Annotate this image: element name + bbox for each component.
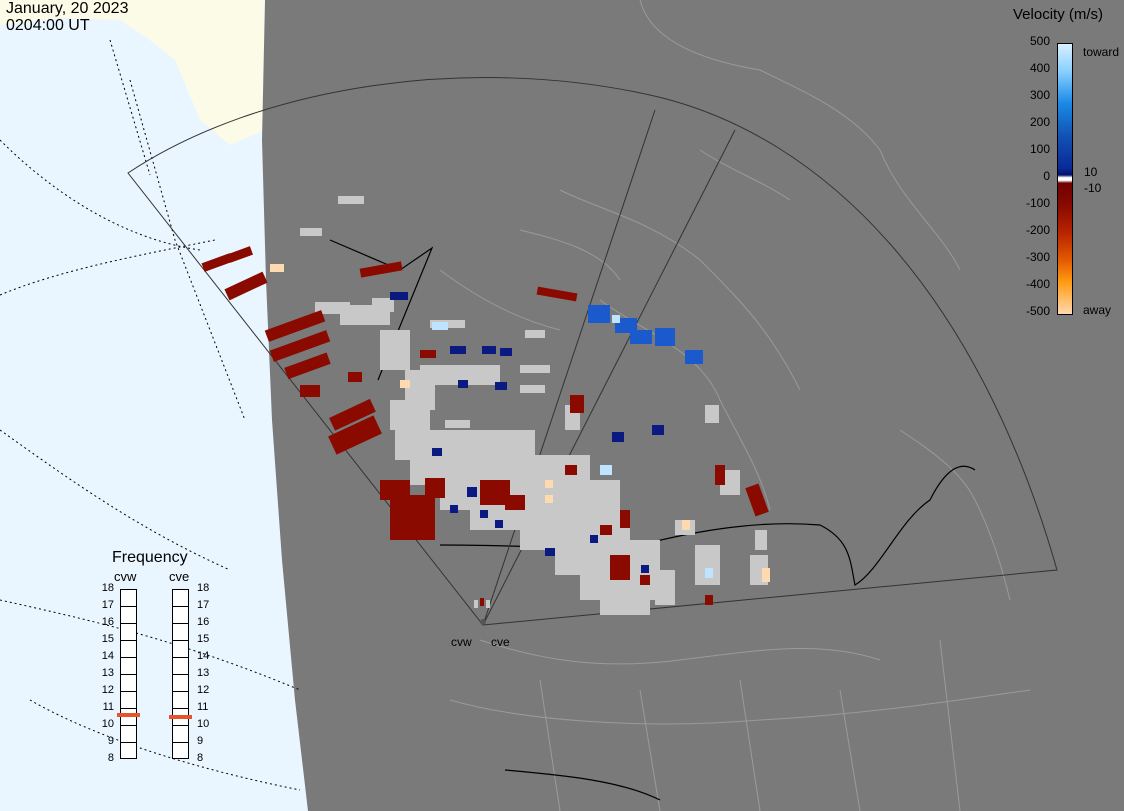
frequency-cell-line [121,623,136,624]
frequency-tick: 10 [101,718,114,730]
legend-label-away: away [1083,303,1112,317]
site-label-cvw: cvw [451,635,472,649]
frequency-tick: 15 [197,633,210,645]
freq-radar-cvw-label: cvw [114,569,137,584]
frequency-cell-line [173,640,188,641]
frequency-tick: 15 [101,633,114,645]
freq-radar-cve-label: cve [169,569,190,584]
frequency-tick: 13 [101,667,114,679]
toward-slow-echoes [390,292,664,573]
legend-label-pos: 10 [1084,165,1098,179]
frequency-tick: 9 [107,735,114,747]
away-fast-echoes [270,264,770,582]
legend-tick: 100 [1029,142,1050,156]
frequency-cell-line [173,657,188,658]
frequency-tick: 12 [197,684,210,696]
legend-label-toward: toward [1083,45,1120,59]
legend-tick: -400 [1025,277,1050,291]
frequency-cell-line [173,725,188,726]
frequency-tick: 17 [197,599,210,611]
radar-sites [474,598,490,625]
frequency-tick: 17 [101,599,114,611]
frequency-marker-cve [169,714,192,719]
frequency-marker-cvw [117,712,140,717]
away-velocity-echoes [201,246,769,605]
frequency-cell-line [121,640,136,641]
legend-tick: -100 [1025,196,1050,210]
frequency-cell-line [173,708,188,709]
frequency-tick: 18 [197,582,210,594]
frequency-tick: 8 [107,752,114,764]
legend-tick: -300 [1025,250,1050,264]
frequency-bar-cve [172,589,189,759]
toward-light-echoes [432,315,713,578]
frequency-title: Frequency [112,549,188,566]
frequency-cell-line [121,725,136,726]
velocity-colorbar [1057,43,1073,315]
frequency-cell-line [121,708,136,709]
frequency-tick: 11 [197,701,209,713]
frequency-tick: 10 [197,718,210,730]
frequency-cell-line [173,742,188,743]
legend-tick: 400 [1029,61,1050,75]
frequency-bar-cvw [120,589,137,759]
frequency-tick: 13 [197,667,210,679]
frequency-cell-line [173,623,188,624]
legend-label-neg: -10 [1084,181,1102,195]
legend-tick: -200 [1025,223,1050,237]
frequency-cell-line [173,691,188,692]
frequency-cell-line [173,674,188,675]
frequency-cell-line [121,657,136,658]
legend-tick: 500 [1029,34,1050,48]
frequency-tick: 14 [197,650,210,662]
frequency-tick: 9 [197,735,204,747]
date-label: January, 20 2023 [6,0,129,17]
frequency-cell-line [173,606,188,607]
frequency-cell-line [121,606,136,607]
frequency-tick: 8 [197,752,204,764]
legend-tick: 200 [1029,115,1050,129]
legend-tick: -500 [1025,304,1050,318]
site-label-cve: cve [491,635,510,649]
frequency-tick: 18 [101,582,114,594]
frequency-tick: 16 [101,616,114,628]
lat-lon-grid [0,39,301,791]
frequency-cell-line [121,691,136,692]
frequency-cell-line [121,674,136,675]
land-daylight [0,0,265,145]
frequency-tick: 11 [102,701,114,713]
legend-tick: 0 [1043,169,1050,183]
legend-title: Velocity (m/s) [1013,6,1104,23]
frequency-cell-line [121,742,136,743]
legend-tick: 300 [1029,88,1050,102]
frequency-tick: 14 [101,650,114,662]
frequency-tick: 16 [197,616,210,628]
night-terminator [262,0,1124,811]
toward-fast-echoes [588,305,703,364]
coastlines [439,0,1031,811]
frequency-tick: 12 [101,684,114,696]
time-label: 0204:00 UT [6,17,90,34]
